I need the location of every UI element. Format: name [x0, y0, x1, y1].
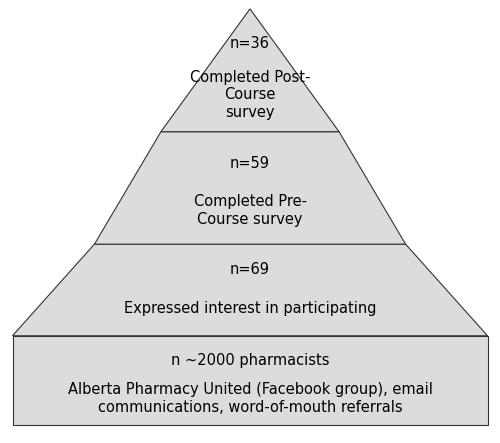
Polygon shape [12, 244, 488, 336]
Text: n=59: n=59 [230, 155, 270, 171]
Text: Alberta Pharmacy United (Facebook group), email
communications, word-of-mouth re: Alberta Pharmacy United (Facebook group)… [68, 382, 432, 415]
Text: Expressed interest in participating: Expressed interest in participating [124, 301, 376, 316]
Polygon shape [12, 336, 488, 425]
Text: Completed Pre-
Course survey: Completed Pre- Course survey [194, 194, 306, 227]
Text: Completed Post-
Course
survey: Completed Post- Course survey [190, 70, 310, 120]
Polygon shape [94, 132, 406, 244]
Text: n=36: n=36 [230, 36, 270, 51]
Text: n ~2000 pharmacists: n ~2000 pharmacists [171, 354, 329, 368]
Polygon shape [161, 9, 339, 132]
Text: n=69: n=69 [230, 262, 270, 277]
